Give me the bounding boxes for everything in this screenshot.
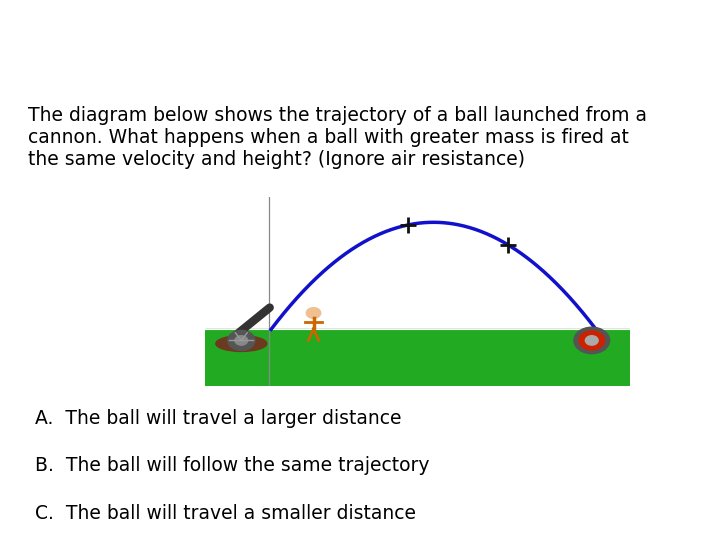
Circle shape — [585, 336, 598, 345]
Circle shape — [306, 308, 320, 319]
Text: B.  The ball will follow the same trajectory: B. The ball will follow the same traject… — [35, 456, 430, 475]
Circle shape — [228, 330, 255, 350]
Text: Cannonball Trajectories III: Cannonball Trajectories III — [148, 33, 639, 66]
Circle shape — [235, 336, 248, 345]
Text: The diagram below shows the trajectory of a ball launched from a
cannon. What ha: The diagram below shows the trajectory o… — [28, 106, 647, 169]
Bar — [205, 329, 630, 386]
Circle shape — [574, 327, 610, 354]
Bar — [126, 8, 129, 92]
Ellipse shape — [216, 336, 267, 352]
Circle shape — [579, 331, 605, 350]
Text: C.  The ball will travel a smaller distance: C. The ball will travel a smaller distan… — [35, 504, 416, 523]
Text: A.  The ball will travel a larger distance: A. The ball will travel a larger distanc… — [35, 409, 402, 428]
